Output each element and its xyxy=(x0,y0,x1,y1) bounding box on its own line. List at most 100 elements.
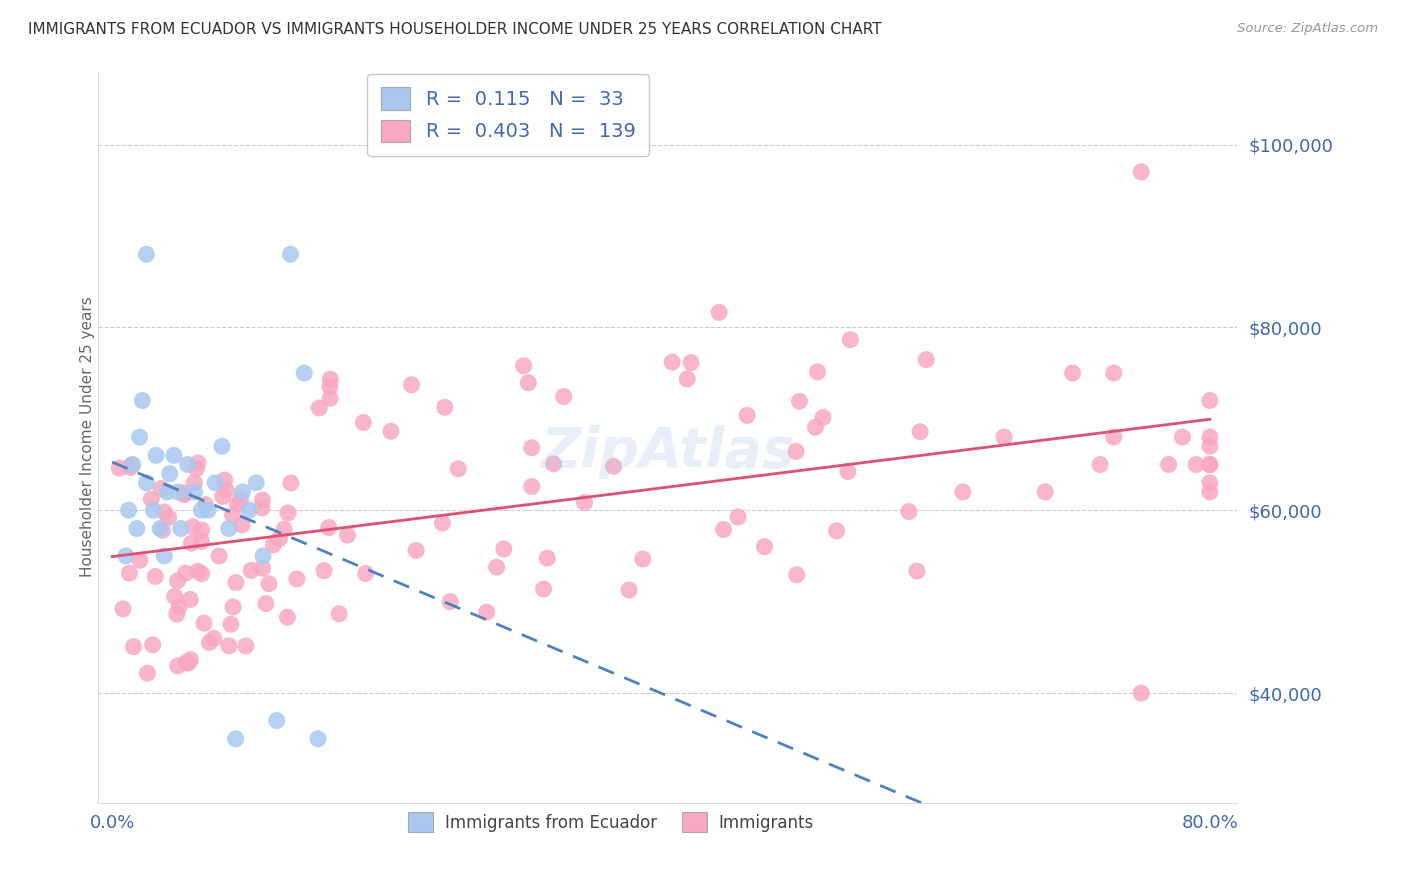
Point xyxy=(167,600,190,615)
Point xyxy=(485,560,508,574)
Point xyxy=(280,475,302,490)
Point xyxy=(1198,393,1220,408)
Point xyxy=(252,549,274,563)
Point xyxy=(439,595,461,609)
Point xyxy=(136,666,159,681)
Point xyxy=(108,461,131,475)
Point xyxy=(229,492,252,507)
Point xyxy=(250,500,273,515)
Point xyxy=(262,538,284,552)
Point xyxy=(405,543,427,558)
Point xyxy=(170,521,193,535)
Point xyxy=(1198,439,1220,453)
Point xyxy=(226,497,249,511)
Point xyxy=(1185,458,1208,472)
Point xyxy=(225,731,247,746)
Point xyxy=(179,652,201,666)
Point xyxy=(135,475,157,490)
Point xyxy=(811,410,834,425)
Point xyxy=(915,352,938,367)
Point xyxy=(197,503,219,517)
Point xyxy=(319,380,342,394)
Point xyxy=(174,566,197,581)
Point xyxy=(153,549,176,563)
Point xyxy=(713,523,735,537)
Point xyxy=(280,247,302,261)
Point xyxy=(252,561,274,575)
Point xyxy=(176,458,198,472)
Point xyxy=(190,566,212,581)
Point xyxy=(231,518,253,533)
Point xyxy=(536,551,558,566)
Point xyxy=(142,638,165,652)
Point xyxy=(141,492,163,507)
Point xyxy=(120,460,142,475)
Point xyxy=(319,372,342,386)
Point xyxy=(754,540,776,554)
Point xyxy=(118,566,141,581)
Point xyxy=(786,567,808,582)
Point xyxy=(1062,366,1084,380)
Point xyxy=(131,393,153,408)
Point xyxy=(661,355,683,369)
Point xyxy=(166,658,188,673)
Point xyxy=(1157,458,1180,472)
Point xyxy=(401,377,423,392)
Point xyxy=(825,524,848,538)
Point xyxy=(1102,430,1125,444)
Point xyxy=(149,521,172,535)
Point xyxy=(897,505,920,519)
Point xyxy=(190,523,212,537)
Point xyxy=(336,528,359,542)
Point xyxy=(177,656,200,670)
Point xyxy=(993,430,1015,444)
Point xyxy=(187,564,209,578)
Point xyxy=(285,572,308,586)
Point xyxy=(952,484,974,499)
Point xyxy=(307,731,329,746)
Point xyxy=(257,576,280,591)
Point xyxy=(142,503,165,517)
Point xyxy=(1198,458,1220,472)
Point xyxy=(120,458,142,472)
Point xyxy=(292,366,315,380)
Point xyxy=(218,521,240,535)
Point xyxy=(1130,686,1153,700)
Point xyxy=(380,424,402,438)
Point xyxy=(352,416,374,430)
Point xyxy=(520,479,543,493)
Point xyxy=(433,401,456,415)
Point xyxy=(735,409,758,423)
Point xyxy=(432,516,454,530)
Point xyxy=(204,475,226,490)
Point xyxy=(167,484,190,499)
Point xyxy=(180,536,202,550)
Point xyxy=(157,510,180,524)
Point xyxy=(727,510,749,524)
Point xyxy=(574,495,596,509)
Point xyxy=(1102,366,1125,380)
Point xyxy=(447,462,470,476)
Point xyxy=(174,656,197,670)
Point xyxy=(245,475,267,490)
Point xyxy=(221,508,243,522)
Point xyxy=(1033,484,1056,499)
Point xyxy=(186,461,208,475)
Point xyxy=(187,456,209,470)
Point xyxy=(679,356,702,370)
Point xyxy=(312,564,335,578)
Point xyxy=(173,486,195,500)
Point xyxy=(202,632,225,646)
Point xyxy=(631,552,654,566)
Point xyxy=(156,484,179,499)
Point xyxy=(111,602,134,616)
Point xyxy=(173,487,195,501)
Point xyxy=(235,639,257,653)
Point xyxy=(1198,475,1220,490)
Point xyxy=(181,519,204,533)
Point xyxy=(908,425,931,439)
Point xyxy=(163,590,186,604)
Point xyxy=(354,566,377,581)
Text: IMMIGRANTS FROM ECUADOR VS IMMIGRANTS HOUSEHOLDER INCOME UNDER 25 YEARS CORRELAT: IMMIGRANTS FROM ECUADOR VS IMMIGRANTS HO… xyxy=(28,22,882,37)
Point xyxy=(806,365,828,379)
